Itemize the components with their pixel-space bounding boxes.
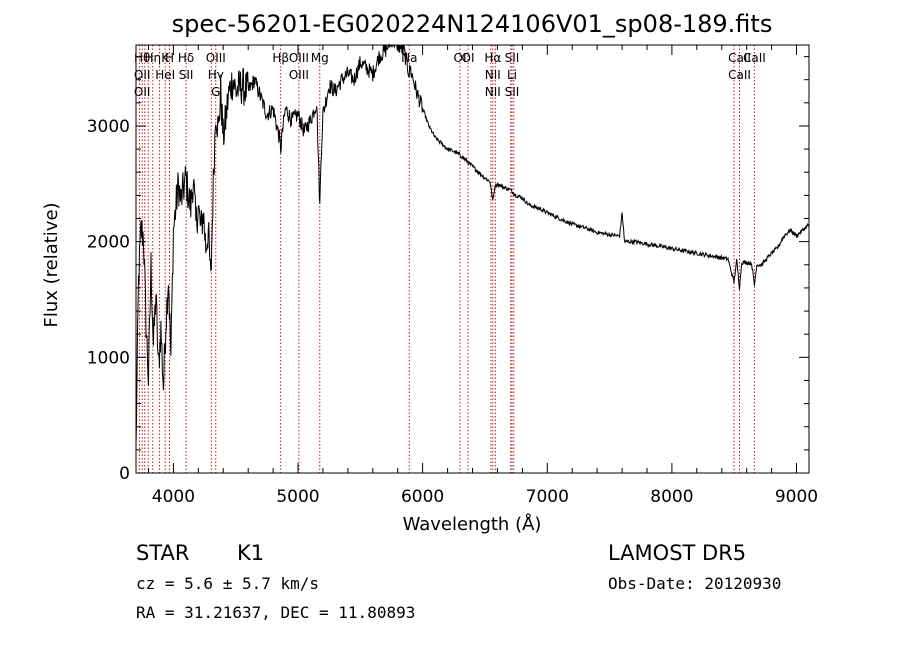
chart-title: spec-56201-EG020224N124106V01_sp08-189.f… xyxy=(172,10,773,38)
line-label: Hγ xyxy=(208,68,224,82)
line-label: Hθ xyxy=(134,51,150,65)
x-tick-label: 5000 xyxy=(276,487,319,507)
line-label: G xyxy=(211,85,220,99)
survey-name: LAMOST DR5 xyxy=(608,541,746,565)
line-label: SII xyxy=(179,68,194,82)
line-label: OII xyxy=(134,85,151,99)
line-label: Hα xyxy=(484,51,501,65)
x-axis-label: Wavelength (Å) xyxy=(403,513,542,535)
line-label: CaII xyxy=(728,51,751,65)
line-label: Hβ xyxy=(272,51,289,65)
line-label: Mg xyxy=(311,51,329,65)
x-tick-label: 7000 xyxy=(526,487,569,507)
line-label: NII xyxy=(485,85,501,99)
line-label: OII xyxy=(134,68,151,82)
x-tick-label: 6000 xyxy=(401,487,444,507)
y-tick-label: 1000 xyxy=(87,348,130,368)
line-label: NII xyxy=(485,68,501,82)
line-label: Hη xyxy=(144,51,161,65)
axis-ticks: 4000 5000 6000 7000 8000 9000 0 1000 2000 3000 xyxy=(87,45,818,507)
plot-frame xyxy=(135,44,810,474)
line-label: OIII xyxy=(206,51,226,65)
y-tick-label: 0 xyxy=(119,464,130,484)
y-tick-label: 3000 xyxy=(87,117,130,137)
spectral-line-markers xyxy=(138,45,755,473)
line-label: OIII xyxy=(289,51,309,65)
coordinates: RA = 31.21637, DEC = 11.80893 xyxy=(136,603,415,622)
object-class: STAR xyxy=(136,541,189,565)
line-label: SII xyxy=(505,51,520,65)
line-label: H xyxy=(165,51,174,65)
line-label: Na xyxy=(401,51,417,65)
line-label: OI xyxy=(462,51,475,65)
redshift-velocity: cz = 5.6 ± 5.7 km/s xyxy=(136,574,319,593)
y-axis-label: Flux (relative) xyxy=(41,202,62,327)
line-label: Hδ xyxy=(178,51,194,65)
line-label: HeI xyxy=(155,68,175,82)
line-label: SII xyxy=(505,85,520,99)
observation-date: Obs-Date: 20120930 xyxy=(608,574,781,593)
line-label: CaII xyxy=(743,51,766,65)
y-tick-label: 2000 xyxy=(87,233,130,253)
line-label: OIII xyxy=(289,68,309,82)
x-tick-label: 4000 xyxy=(152,487,195,507)
x-tick-label: 9000 xyxy=(775,487,818,507)
line-label: CaII xyxy=(728,68,751,82)
line-label: Li xyxy=(507,68,517,82)
line-label: K xyxy=(161,51,170,65)
x-tick-label: 8000 xyxy=(650,487,693,507)
spectrum-series xyxy=(135,43,810,444)
line-label: OI xyxy=(454,51,467,65)
object-subclass: K1 xyxy=(237,541,264,565)
